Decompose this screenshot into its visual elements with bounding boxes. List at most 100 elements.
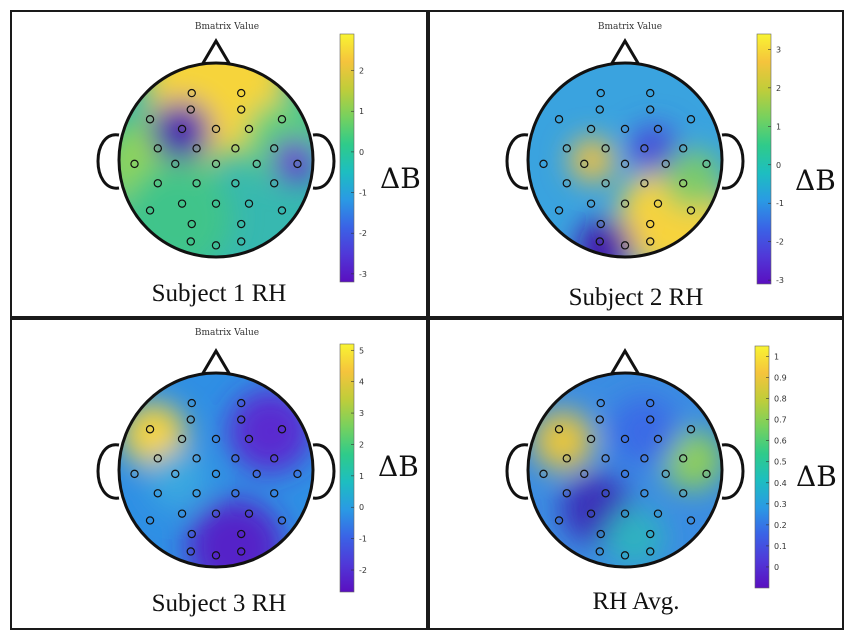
electrode-marker [171, 469, 180, 479]
electrode-marker [211, 159, 221, 169]
electrode-marker [237, 237, 246, 246]
electrode-marker [646, 88, 655, 98]
electrode-marker [620, 469, 630, 479]
colorbar-tick-label: 0.6 [774, 437, 787, 446]
electrode-marker [153, 144, 162, 153]
panel-subject-3: 5 4 3 2 1 0 -1 -2 Bmatrix Value ΔB Subject 3 RH [10, 318, 428, 630]
electrode-marker [646, 237, 655, 246]
electrode-marker [646, 529, 655, 539]
electrode-marker [586, 199, 596, 208]
electrode-marker [562, 144, 571, 153]
electrode-marker [620, 124, 630, 134]
electrode-marker [539, 469, 548, 479]
electrode-marker [252, 159, 261, 169]
heatmap-blob [570, 138, 615, 182]
electrode-marker [562, 489, 571, 498]
topomap-figure: 3 2 1 0 -1 -2 -3 [505, 33, 784, 285]
electrode-marker [554, 206, 564, 215]
electrode-marker [539, 159, 548, 169]
electrode-marker [653, 199, 663, 208]
colorbar-tick-label: 0.7 [774, 416, 787, 425]
electrode-marker [186, 547, 195, 556]
colorbar-tick-label: 0.1 [774, 542, 787, 551]
electrode-marker [678, 454, 688, 463]
electrode-marker [237, 529, 246, 539]
electrode-marker [678, 489, 688, 498]
colorbar-tick-label: -1 [359, 189, 367, 198]
electrode-marker [270, 144, 279, 153]
panel-subtitle: RH Avg. [592, 588, 680, 615]
electrode-marker [702, 159, 711, 169]
colorbar-tick-label: 1 [359, 472, 364, 481]
colorbar-label: ΔB [378, 450, 419, 483]
colorbar-tick-label: 0 [359, 503, 364, 512]
scalp-heatmap [119, 63, 313, 257]
electrode-marker [595, 547, 604, 556]
electrode-marker [171, 159, 180, 169]
colorbar-tick-label: 1 [776, 122, 781, 131]
electrode-marker [187, 529, 196, 539]
electrode-marker [211, 199, 221, 208]
electrode-marker [270, 179, 279, 188]
electrode-marker [231, 144, 240, 153]
electrode-marker [293, 159, 302, 169]
electrode-marker [177, 124, 187, 134]
electrode-marker [601, 454, 610, 463]
electrode-marker [580, 469, 589, 479]
electrode-marker [186, 415, 195, 424]
heatmap-blob [577, 219, 634, 257]
topomap-figure: 2 1 0 -1 -2 -3 [96, 33, 367, 283]
colorbar-tick-label: 2 [359, 67, 364, 76]
heatmap-blob [271, 138, 313, 182]
electrode-marker [686, 425, 696, 434]
electrode-marker [277, 206, 287, 215]
electrode-marker [192, 454, 201, 463]
electrode-marker [211, 434, 221, 444]
electrode-marker [678, 179, 688, 188]
electrode-marker [237, 105, 246, 114]
electrode-marker [554, 516, 564, 525]
electrode-marker [640, 454, 649, 463]
electrode-marker [145, 206, 155, 215]
electrode-marker [640, 179, 649, 188]
colorbar-label: ΔB [796, 460, 837, 493]
heatmap-blob [532, 410, 593, 471]
electrode-marker [192, 179, 201, 188]
colorbar-tick-label: 1 [774, 353, 779, 362]
electrode-marker [153, 489, 162, 498]
heatmap-blob [662, 430, 722, 491]
electrode-marker [277, 516, 287, 525]
colorbar-tick-label: 0 [359, 148, 364, 157]
head-outline [117, 371, 315, 569]
electrode-marker [620, 509, 630, 518]
electrode-marker [580, 159, 589, 169]
electrode-marker [653, 434, 663, 444]
ear-outline [505, 443, 529, 500]
electrode-marker [211, 241, 221, 250]
electrode-marker [130, 469, 139, 479]
electrode-marker [237, 398, 246, 408]
electrode-marker [270, 489, 279, 498]
ear-outline [96, 133, 120, 190]
electrode-marker [211, 469, 221, 479]
colorbar-tick-label: -2 [359, 229, 367, 238]
electrode-marker [678, 144, 688, 153]
electrode-marker [601, 144, 610, 153]
electrode-marker [601, 179, 610, 188]
colorbar-tick-label: 0.4 [774, 479, 787, 488]
electrode-marker [596, 398, 605, 408]
electrode-marker [244, 509, 254, 518]
electrode-marker [145, 425, 155, 434]
electrode-marker [177, 199, 187, 208]
figure-title: Bmatrix Value [597, 22, 663, 32]
heatmap-blob [604, 507, 665, 567]
electrode-marker [153, 454, 162, 463]
electrode-marker [702, 469, 711, 479]
electrode-marker [620, 241, 630, 250]
figure-title: Bmatrix Value [194, 328, 260, 338]
heatmap-blob [151, 100, 212, 161]
electrode-marker [153, 179, 162, 188]
heatmap-blob [609, 396, 680, 467]
colorbar-label: ΔB [795, 164, 836, 197]
electrode-marker [187, 398, 196, 408]
